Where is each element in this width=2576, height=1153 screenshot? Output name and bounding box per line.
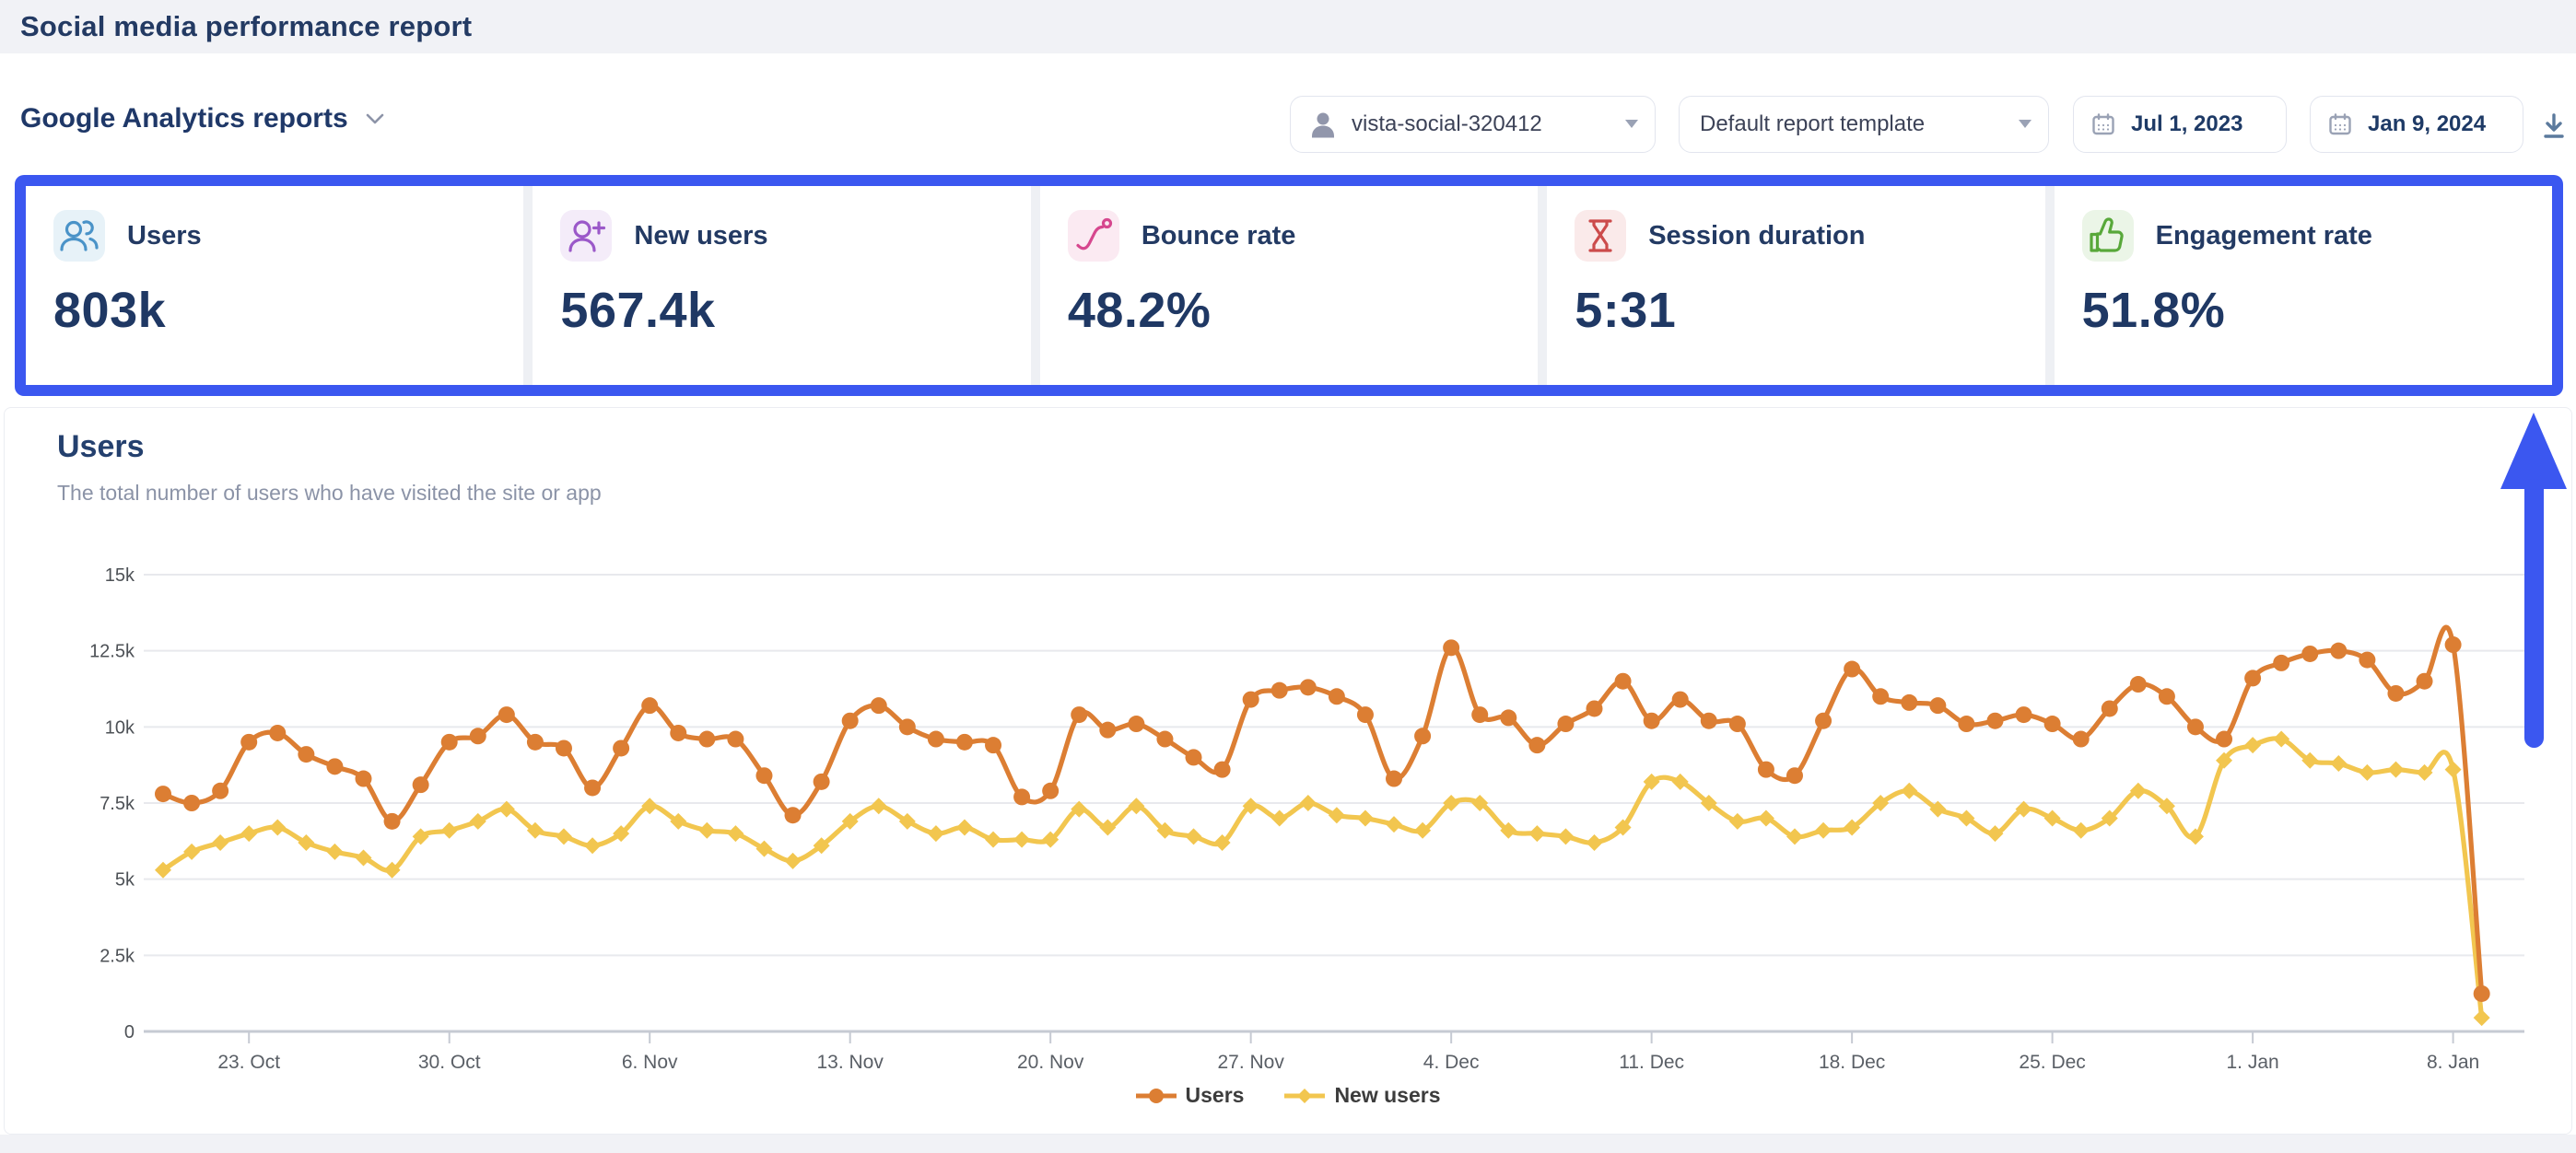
kpi-label: Bounce rate <box>1142 221 1296 251</box>
users-chart-card <box>4 407 2572 1135</box>
kpi-label: Users <box>127 221 202 251</box>
legend-marker-circle <box>1136 1088 1177 1104</box>
kpi-value: 803k <box>53 282 496 339</box>
thumbs-up-icon <box>2082 210 2134 262</box>
calendar-icon <box>2327 111 2353 137</box>
caret-down-icon <box>1625 120 1638 129</box>
legend-label: New users <box>1334 1083 1440 1108</box>
kpi-label: Session duration <box>1648 221 1865 251</box>
kpi-value: 5:31 <box>1575 282 2017 339</box>
chart-title: Users <box>57 429 145 465</box>
date-from-button[interactable]: Jul 1, 2023 <box>2073 96 2287 153</box>
legend-label: Users <box>1186 1083 1245 1108</box>
new-user-icon <box>560 210 612 262</box>
calendar-icon <box>2090 111 2116 137</box>
kpi-card-session-duration: Session duration 5:31 <box>1547 186 2044 385</box>
profile-select-value: vista-social-320412 <box>1352 111 1542 137</box>
page-title: Social media performance report <box>20 10 472 43</box>
kpi-card-bounce-rate: Bounce rate 48.2% <box>1040 186 1538 385</box>
legend-marker-diamond <box>1284 1088 1325 1104</box>
bounce-icon <box>1068 210 1119 262</box>
profile-select[interactable]: vista-social-320412 <box>1290 96 1656 153</box>
date-to-value: Jan 9, 2024 <box>2368 111 2486 137</box>
chart-subtitle: The total number of users who have visit… <box>57 481 602 506</box>
date-from-value: Jul 1, 2023 <box>2131 111 2242 137</box>
template-select-value: Default report template <box>1700 111 1925 137</box>
kpi-value: 48.2% <box>1068 282 1510 339</box>
legend-item-users[interactable]: Users <box>1136 1083 1245 1108</box>
kpi-value: 567.4k <box>560 282 1002 339</box>
caret-down-icon <box>2019 120 2032 129</box>
kpi-card-new-users: New users 567.4k <box>533 186 1030 385</box>
kpi-card-users: Users 803k <box>26 186 523 385</box>
kpi-annotation-box: Users 803k New users 567.4k Bounce rate … <box>15 175 2563 396</box>
page-header: Social media performance report <box>0 0 2576 53</box>
kpi-card-engagement-rate: Engagement rate 51.8% <box>2055 186 2552 385</box>
hourglass-icon <box>1575 210 1626 262</box>
kpi-label: Engagement rate <box>2156 221 2372 251</box>
users-icon <box>53 210 105 262</box>
template-select[interactable]: Default report template <box>1679 96 2049 153</box>
legend-item-new-users[interactable]: New users <box>1284 1083 1440 1108</box>
person-icon <box>1307 109 1339 140</box>
download-button[interactable] <box>2534 105 2574 146</box>
section-dropdown[interactable]: Google Analytics reports <box>20 103 385 134</box>
chevron-down-icon <box>365 112 385 125</box>
kpi-label: New users <box>634 221 767 251</box>
section-label: Google Analytics reports <box>20 103 348 134</box>
kpi-value: 51.8% <box>2082 282 2524 339</box>
download-icon <box>2537 109 2570 142</box>
date-to-button[interactable]: Jan 9, 2024 <box>2310 96 2523 153</box>
chart-legend: Users New users <box>0 1083 2576 1108</box>
